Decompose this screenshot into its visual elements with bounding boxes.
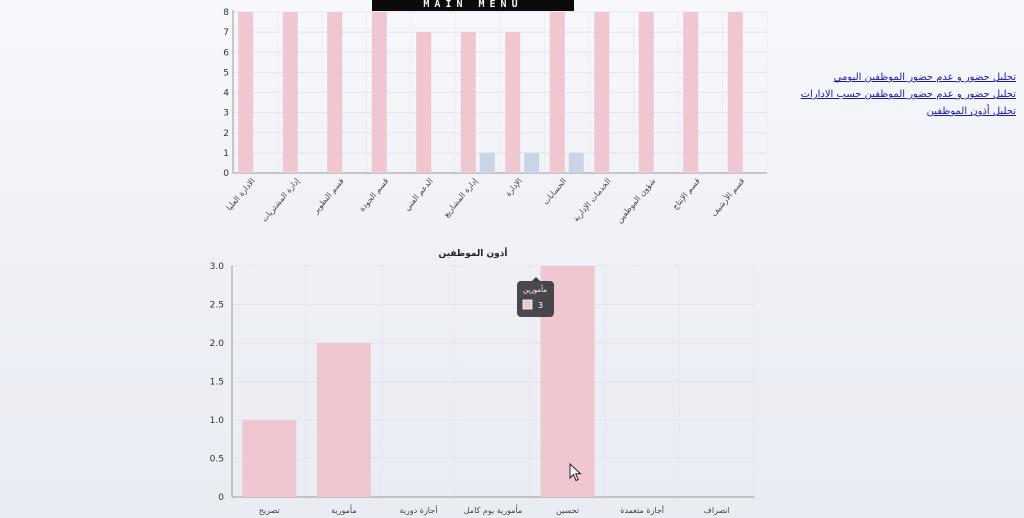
y-tick-label: 1.0 [210, 416, 225, 426]
bar [549, 12, 565, 173]
bar [683, 12, 699, 173]
report-links: تحليل حضور و عدم حضور الموظفين اليومي تح… [766, 69, 1016, 120]
bar [727, 12, 743, 173]
bar [327, 12, 343, 173]
y-tick-label: 0.5 [210, 455, 224, 465]
x-tick-label: أجازة متعمدة [620, 505, 664, 515]
y-tick-label: 0 [223, 169, 229, 179]
chart-title: أذون الموظفين [439, 247, 508, 259]
bar [238, 12, 254, 173]
bar [524, 152, 540, 173]
mouse-cursor-icon [569, 463, 582, 482]
x-tick-label: مأمورية [331, 504, 357, 515]
tooltip-title: مأمورين [523, 284, 547, 294]
x-tick-label: مأمورية يوم كامل [464, 504, 523, 515]
bar [594, 12, 610, 173]
y-tick-label: 0 [218, 493, 224, 503]
main-menu-button[interactable]: MAIN MENU [372, 0, 574, 11]
x-tick-label: أجازة دورية [399, 505, 437, 515]
bar [416, 32, 432, 173]
bar [505, 32, 521, 173]
x-tick-label: انصراف [704, 506, 730, 515]
y-tick-label: 3.0 [210, 262, 225, 272]
y-tick-label: 3 [223, 109, 229, 119]
bar [371, 12, 387, 173]
y-tick-label: 5 [223, 68, 229, 78]
tooltip-caret [532, 277, 540, 281]
bar [638, 12, 654, 173]
daily-attendance-link[interactable]: تحليل حضور و عدم حضور الموظفين اليومي [833, 72, 1016, 83]
y-tick-label: 6 [223, 48, 229, 58]
tooltip-value: 3 [538, 301, 543, 310]
y-tick-label: 2.0 [210, 339, 225, 349]
bar [242, 420, 297, 497]
y-tick-label: 1 [223, 149, 229, 159]
y-tick-label: 2 [223, 129, 229, 139]
bar [479, 152, 495, 173]
department-attendance-link[interactable]: تحليل حضور و عدم حضور الموظفين حسب الادا… [800, 89, 1016, 100]
x-tick-label: تصريح [259, 506, 280, 515]
y-tick-label: 2.5 [210, 301, 224, 311]
y-tick-label: 7 [223, 28, 229, 38]
bar [316, 343, 371, 497]
bar [460, 32, 476, 173]
bar [568, 152, 584, 173]
y-tick-label: 4 [223, 89, 229, 99]
x-tick-label: تحسين [556, 506, 579, 515]
bar [282, 12, 298, 173]
y-tick-label: 1.5 [210, 378, 224, 388]
y-tick-label: 8 [223, 8, 229, 18]
employee-permissions-link[interactable]: تحليل أذون الموظفين [926, 106, 1016, 117]
tooltip-swatch [522, 299, 533, 310]
